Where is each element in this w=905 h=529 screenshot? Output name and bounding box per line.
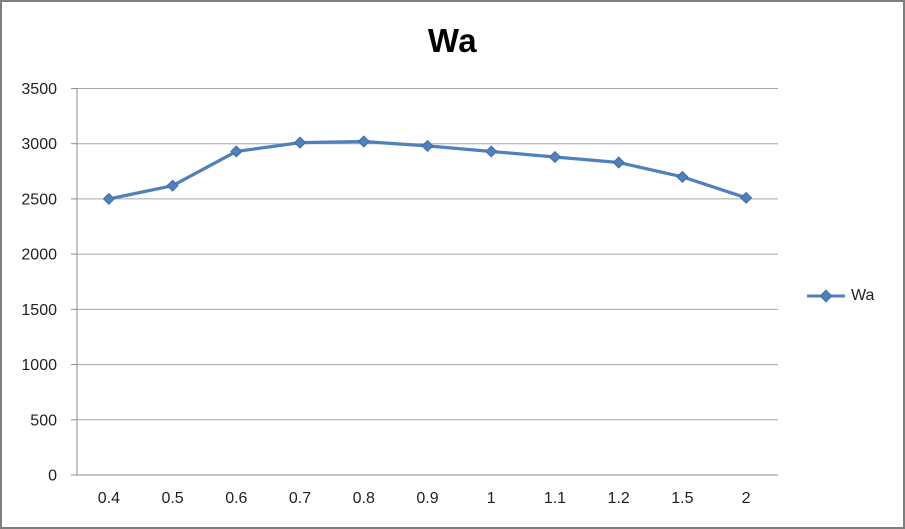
legend: Wa — [806, 287, 874, 305]
y-tick-label: 0 — [48, 468, 57, 485]
chart-title: Wa — [427, 22, 478, 59]
data-point-marker — [485, 145, 498, 158]
x-tick-label: 0.6 — [225, 490, 247, 507]
y-tick-label: 1000 — [21, 357, 57, 374]
legend-line-marker-icon — [807, 289, 845, 303]
data-point-marker — [166, 179, 179, 192]
x-tick-label: 0.5 — [161, 490, 183, 507]
y-tick-label: 500 — [30, 412, 57, 429]
data-point-marker — [612, 156, 625, 169]
x-tick-label: 0.8 — [353, 490, 375, 507]
legend-label: Wa — [851, 287, 875, 304]
data-point-marker — [740, 191, 753, 204]
data-point-marker — [230, 145, 243, 158]
x-tick-label: 0.9 — [416, 490, 438, 507]
x-tick-label: 0.7 — [289, 490, 311, 507]
x-tick-label: 0.4 — [98, 490, 120, 507]
data-point-marker — [102, 192, 115, 206]
data-point-marker — [293, 136, 307, 149]
x-tick-label: 1 — [487, 490, 496, 507]
x-tick-label: 2 — [742, 490, 751, 507]
data-point-marker — [676, 170, 689, 183]
y-tick-label: 3500 — [21, 81, 57, 98]
y-tick-label: 2000 — [21, 247, 57, 264]
x-tick-label: 1.2 — [608, 490, 630, 507]
y-tick-label: 1500 — [21, 302, 57, 319]
y-tick-label: 3000 — [21, 136, 57, 153]
x-tick-label: 1.5 — [671, 490, 693, 507]
data-point-marker — [421, 139, 434, 153]
y-tick-label: 2500 — [21, 191, 57, 208]
data-point-marker — [548, 150, 562, 164]
data-point-marker — [357, 135, 370, 148]
x-tick-label: 1.1 — [544, 490, 566, 507]
